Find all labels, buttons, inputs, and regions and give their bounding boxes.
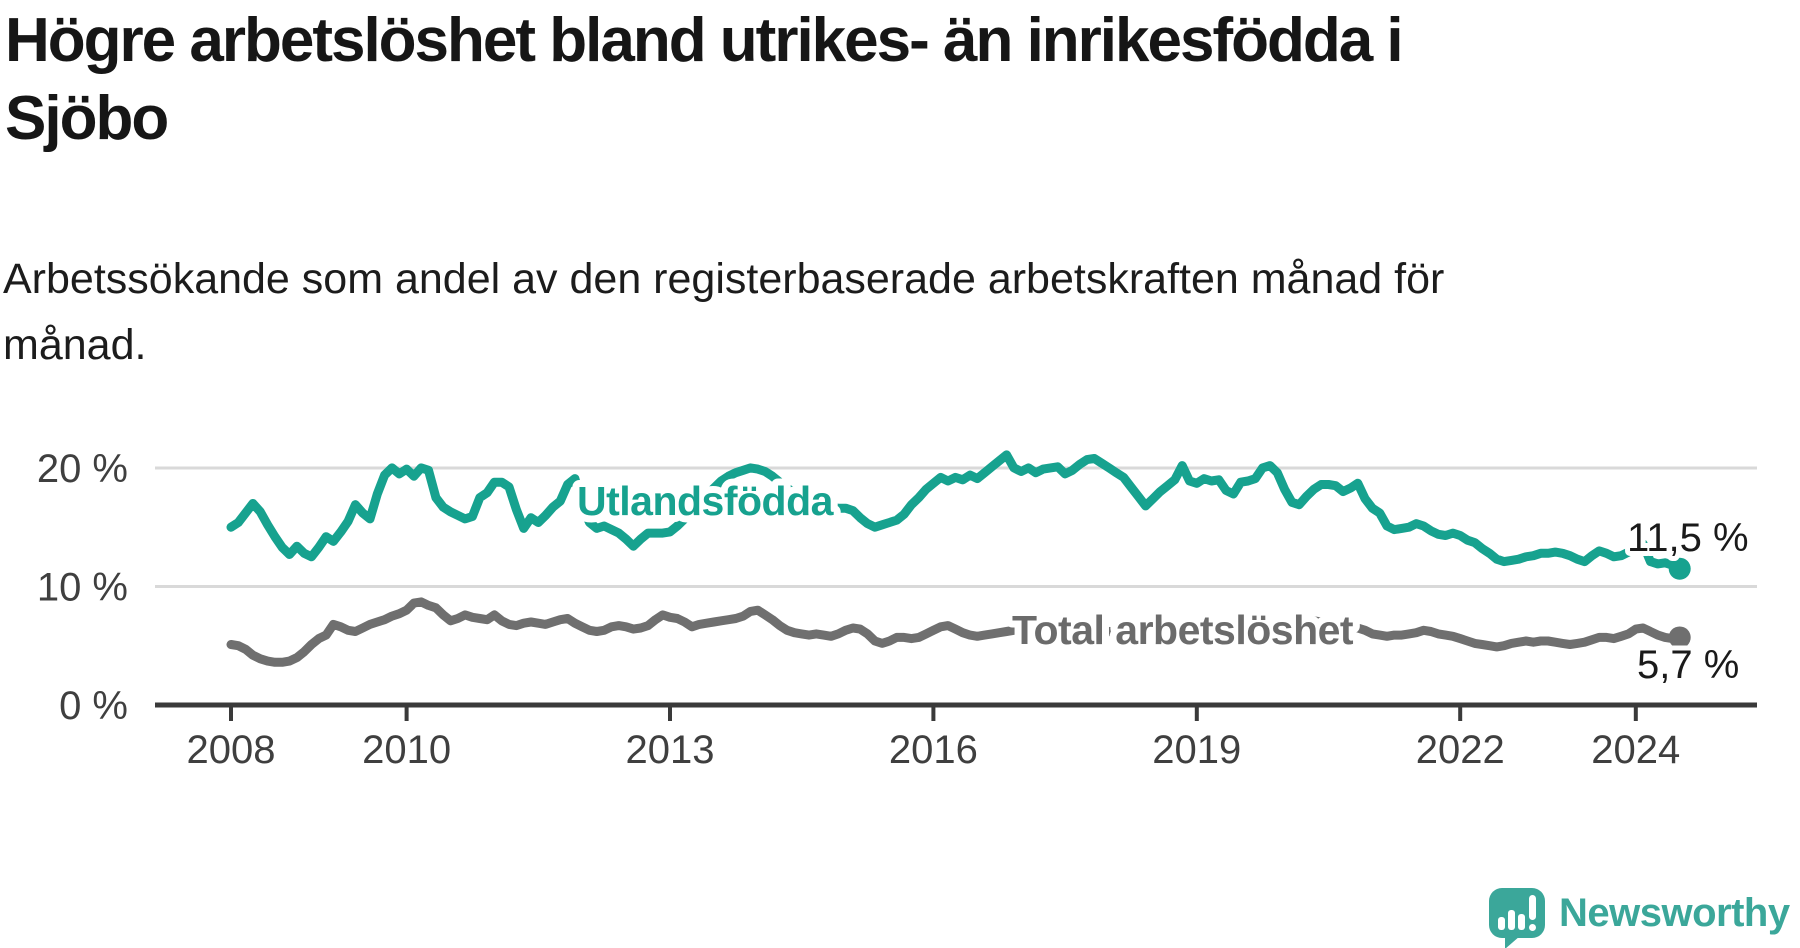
subtitle-line-2: månad.	[3, 321, 147, 369]
x-axis-tick-label: 2022	[1416, 728, 1505, 772]
bar-chart-glyph	[1518, 914, 1525, 930]
x-axis-tick-label: 2010	[362, 728, 451, 772]
newsworthy-logo-icon	[1489, 888, 1545, 948]
newsworthy-logo: Newsworthy	[1489, 888, 1790, 948]
x-axis-tick-label: 2019	[1152, 728, 1241, 772]
chart-subtitle: Arbetssökande som andel av den registerb…	[3, 246, 1483, 378]
series-end-dot	[1668, 626, 1691, 649]
series-line	[226, 597, 1685, 667]
title-line-2: Sjöbo	[5, 84, 169, 153]
x-axis-tick-label: 2013	[626, 728, 715, 772]
bar-chart-glyph	[1498, 917, 1505, 930]
speech-bubble-tail	[1505, 936, 1520, 948]
newsworthy-logo-text: Newsworthy	[1559, 890, 1790, 935]
y-axis-tick-label: 10 %	[37, 565, 128, 609]
x-axis-tick-label: 2016	[889, 728, 978, 772]
series-end-value-label: 5,7 %	[1637, 643, 1739, 687]
x-axis-tick-label: 2024	[1591, 728, 1680, 772]
subtitle-line-1: Arbetssökande som andel av den registerb…	[3, 255, 1445, 303]
exclamation-dot-glyph	[1529, 924, 1536, 931]
x-axis-tick-label: 2008	[187, 728, 276, 772]
series-label: Total arbetslöshet	[1012, 607, 1354, 653]
y-axis-tick-label: 0 %	[59, 684, 128, 728]
bar-chart-glyph	[1508, 910, 1515, 930]
series-end-dot	[1668, 557, 1691, 580]
page-title: Högre arbetslöshet bland utrikes- än inr…	[5, 2, 1565, 158]
series-end-value-label: 11,5 %	[1627, 516, 1749, 560]
title-line-1: Högre arbetslöshet bland utrikes- än inr…	[5, 6, 1404, 75]
series-line	[226, 450, 1685, 574]
series-label: Utlandsfödda	[577, 478, 835, 524]
y-axis-tick-label: 20 %	[37, 447, 128, 491]
exclamation-glyph	[1529, 895, 1536, 920]
